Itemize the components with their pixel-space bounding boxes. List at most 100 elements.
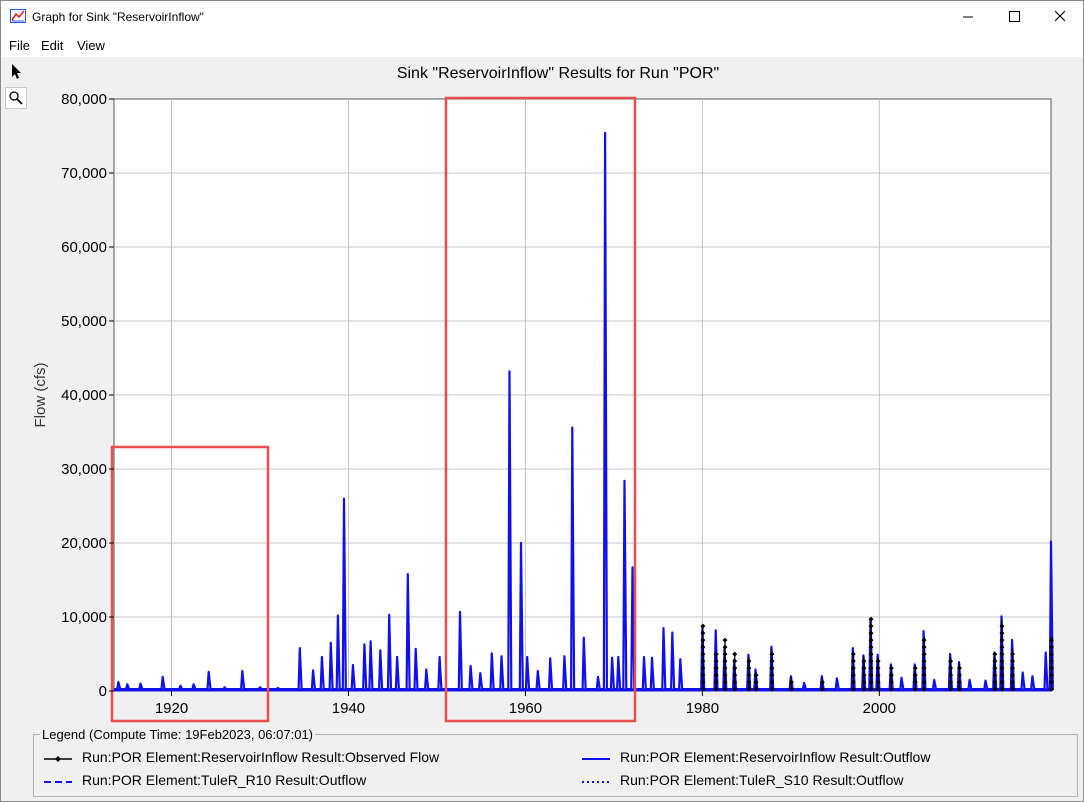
observed-flow-marker: [713, 672, 719, 678]
observed-flow-marker: [999, 651, 1005, 657]
observed-flow-marker: [921, 644, 927, 650]
legend-label: Run:POR Element:TuleR_S10 Result:Outflow: [620, 772, 904, 788]
observed-flow-marker: [722, 651, 728, 657]
observed-flow-marker: [1010, 665, 1016, 671]
y-tick-label: 70,000: [61, 165, 107, 182]
observed-flow-marker: [868, 616, 874, 622]
highlight-layer: [110, 96, 637, 723]
observed-flow-marker: [861, 665, 867, 671]
pointer-tool-button[interactable]: [5, 61, 25, 81]
observed-flow-marker: [912, 672, 918, 678]
observed-flow-marker: [1010, 672, 1016, 678]
pointer-icon: [12, 64, 21, 79]
close-button[interactable]: [1037, 1, 1083, 33]
observed-flow-marker: [861, 672, 867, 678]
close-icon: [1054, 10, 1066, 22]
observed-flow-marker: [850, 686, 856, 692]
observed-flow-marker: [999, 665, 1005, 671]
observed-flow-marker: [956, 665, 962, 671]
graph-app-icon: [10, 9, 26, 23]
observed-flow-marker: [868, 665, 874, 671]
observed-flow-marker: [1010, 658, 1016, 664]
legend-swatch-observed: [44, 756, 72, 762]
observed-flow-marker: [700, 644, 706, 650]
observed-flow-marker: [746, 672, 752, 678]
menu-file[interactable]: File: [9, 38, 30, 53]
observed-flow-marker: [746, 686, 752, 692]
observed-flow-marker: [868, 686, 874, 692]
observed-flow-marker: [948, 679, 954, 685]
legend-swatch-r10: [44, 781, 72, 783]
observed-flow-marker: [713, 651, 719, 657]
zoom-tool-button[interactable]: [5, 87, 27, 109]
observed-flow-marker: [948, 686, 954, 692]
menu-bar: File Edit View: [1, 33, 1083, 57]
observed-flow-marker: [850, 658, 856, 664]
y-tick-label: 80,000: [61, 91, 107, 108]
observed-flow-marker: [700, 658, 706, 664]
observed-flow-marker: [1010, 679, 1016, 685]
observed-flow-marker: [1049, 651, 1054, 657]
observed-flow-marker: [921, 651, 927, 657]
observed-flow-marker: [912, 679, 918, 685]
magnifier-icon: [9, 91, 23, 105]
observed-flow-marker: [732, 679, 738, 685]
title-bar[interactable]: Graph for Sink "ReservoirInflow": [1, 1, 1083, 33]
legend-label: Run:POR Element:TuleR_R10 Result:Outflow: [82, 772, 367, 788]
y-tick-label: 30,000: [61, 461, 107, 478]
x-tick-label: 1980: [686, 700, 719, 717]
observed-flow-marker: [999, 630, 1005, 636]
maximize-button[interactable]: [991, 1, 1037, 33]
observed-flow-marker: [753, 672, 759, 678]
minimize-button[interactable]: [945, 1, 991, 33]
observed-flow-marker: [732, 665, 738, 671]
observed-flow-marker: [788, 686, 794, 692]
observed-flow-marker: [788, 679, 794, 685]
observed-flow-marker: [769, 672, 775, 678]
menu-view[interactable]: View: [77, 38, 105, 53]
observed-flow-marker: [1049, 679, 1054, 685]
observed-flow-marker: [999, 644, 1005, 650]
observed-flow-marker: [769, 679, 775, 685]
observed-flow-marker: [912, 686, 918, 692]
observed-flow-marker: [713, 658, 719, 664]
observed-flow-marker: [753, 679, 759, 685]
observed-flow-marker: [819, 679, 825, 685]
observed-flow-marker: [868, 672, 874, 678]
chart-title: Sink "ReservoirInflow" Results for Run "…: [397, 65, 719, 82]
observed-flow-marker: [713, 679, 719, 685]
observed-flow-marker: [948, 672, 954, 678]
observed-flow-marker: [732, 658, 738, 664]
observed-flow-marker: [888, 679, 894, 685]
observed-flow-marker: [713, 686, 719, 692]
legend-swatch-outflow: [582, 758, 610, 760]
observed-flow-marker: [956, 686, 962, 692]
observed-flow-marker: [769, 686, 775, 692]
observed-flow-marker: [850, 679, 856, 685]
observed-flow-marker: [868, 637, 874, 643]
window-title: Graph for Sink "ReservoirInflow": [32, 10, 204, 24]
observed-flow-marker: [948, 658, 954, 664]
y-tick-label: 10,000: [61, 609, 107, 626]
observed-flow-marker: [746, 665, 752, 671]
observed-flow-marker: [868, 644, 874, 650]
observed-flow-marker: [912, 665, 918, 671]
observed-flow-marker: [713, 665, 719, 671]
observed-flow-marker: [1010, 686, 1016, 692]
observed-flow-marker: [992, 665, 998, 671]
flow-chart: 0 10,000 20,000 30,000 40,000 50,000 60,000 70,…: [32, 65, 1054, 723]
menu-edit[interactable]: Edit: [41, 38, 64, 53]
tool-strip: [1, 57, 31, 737]
observed-flow-marker: [700, 637, 706, 643]
observed-flow-marker: [1010, 651, 1016, 657]
y-tick-label: 0: [99, 683, 107, 700]
observed-flow-marker: [1049, 672, 1054, 678]
observed-flow-marker: [868, 679, 874, 685]
observed-flow-marker: [875, 665, 881, 671]
y-axis-label: Flow (cfs): [32, 363, 49, 428]
observed-flow-marker: [868, 658, 874, 664]
grid: [114, 99, 1051, 691]
observed-flow-marker: [875, 686, 881, 692]
observed-flow-marker: [999, 637, 1005, 643]
